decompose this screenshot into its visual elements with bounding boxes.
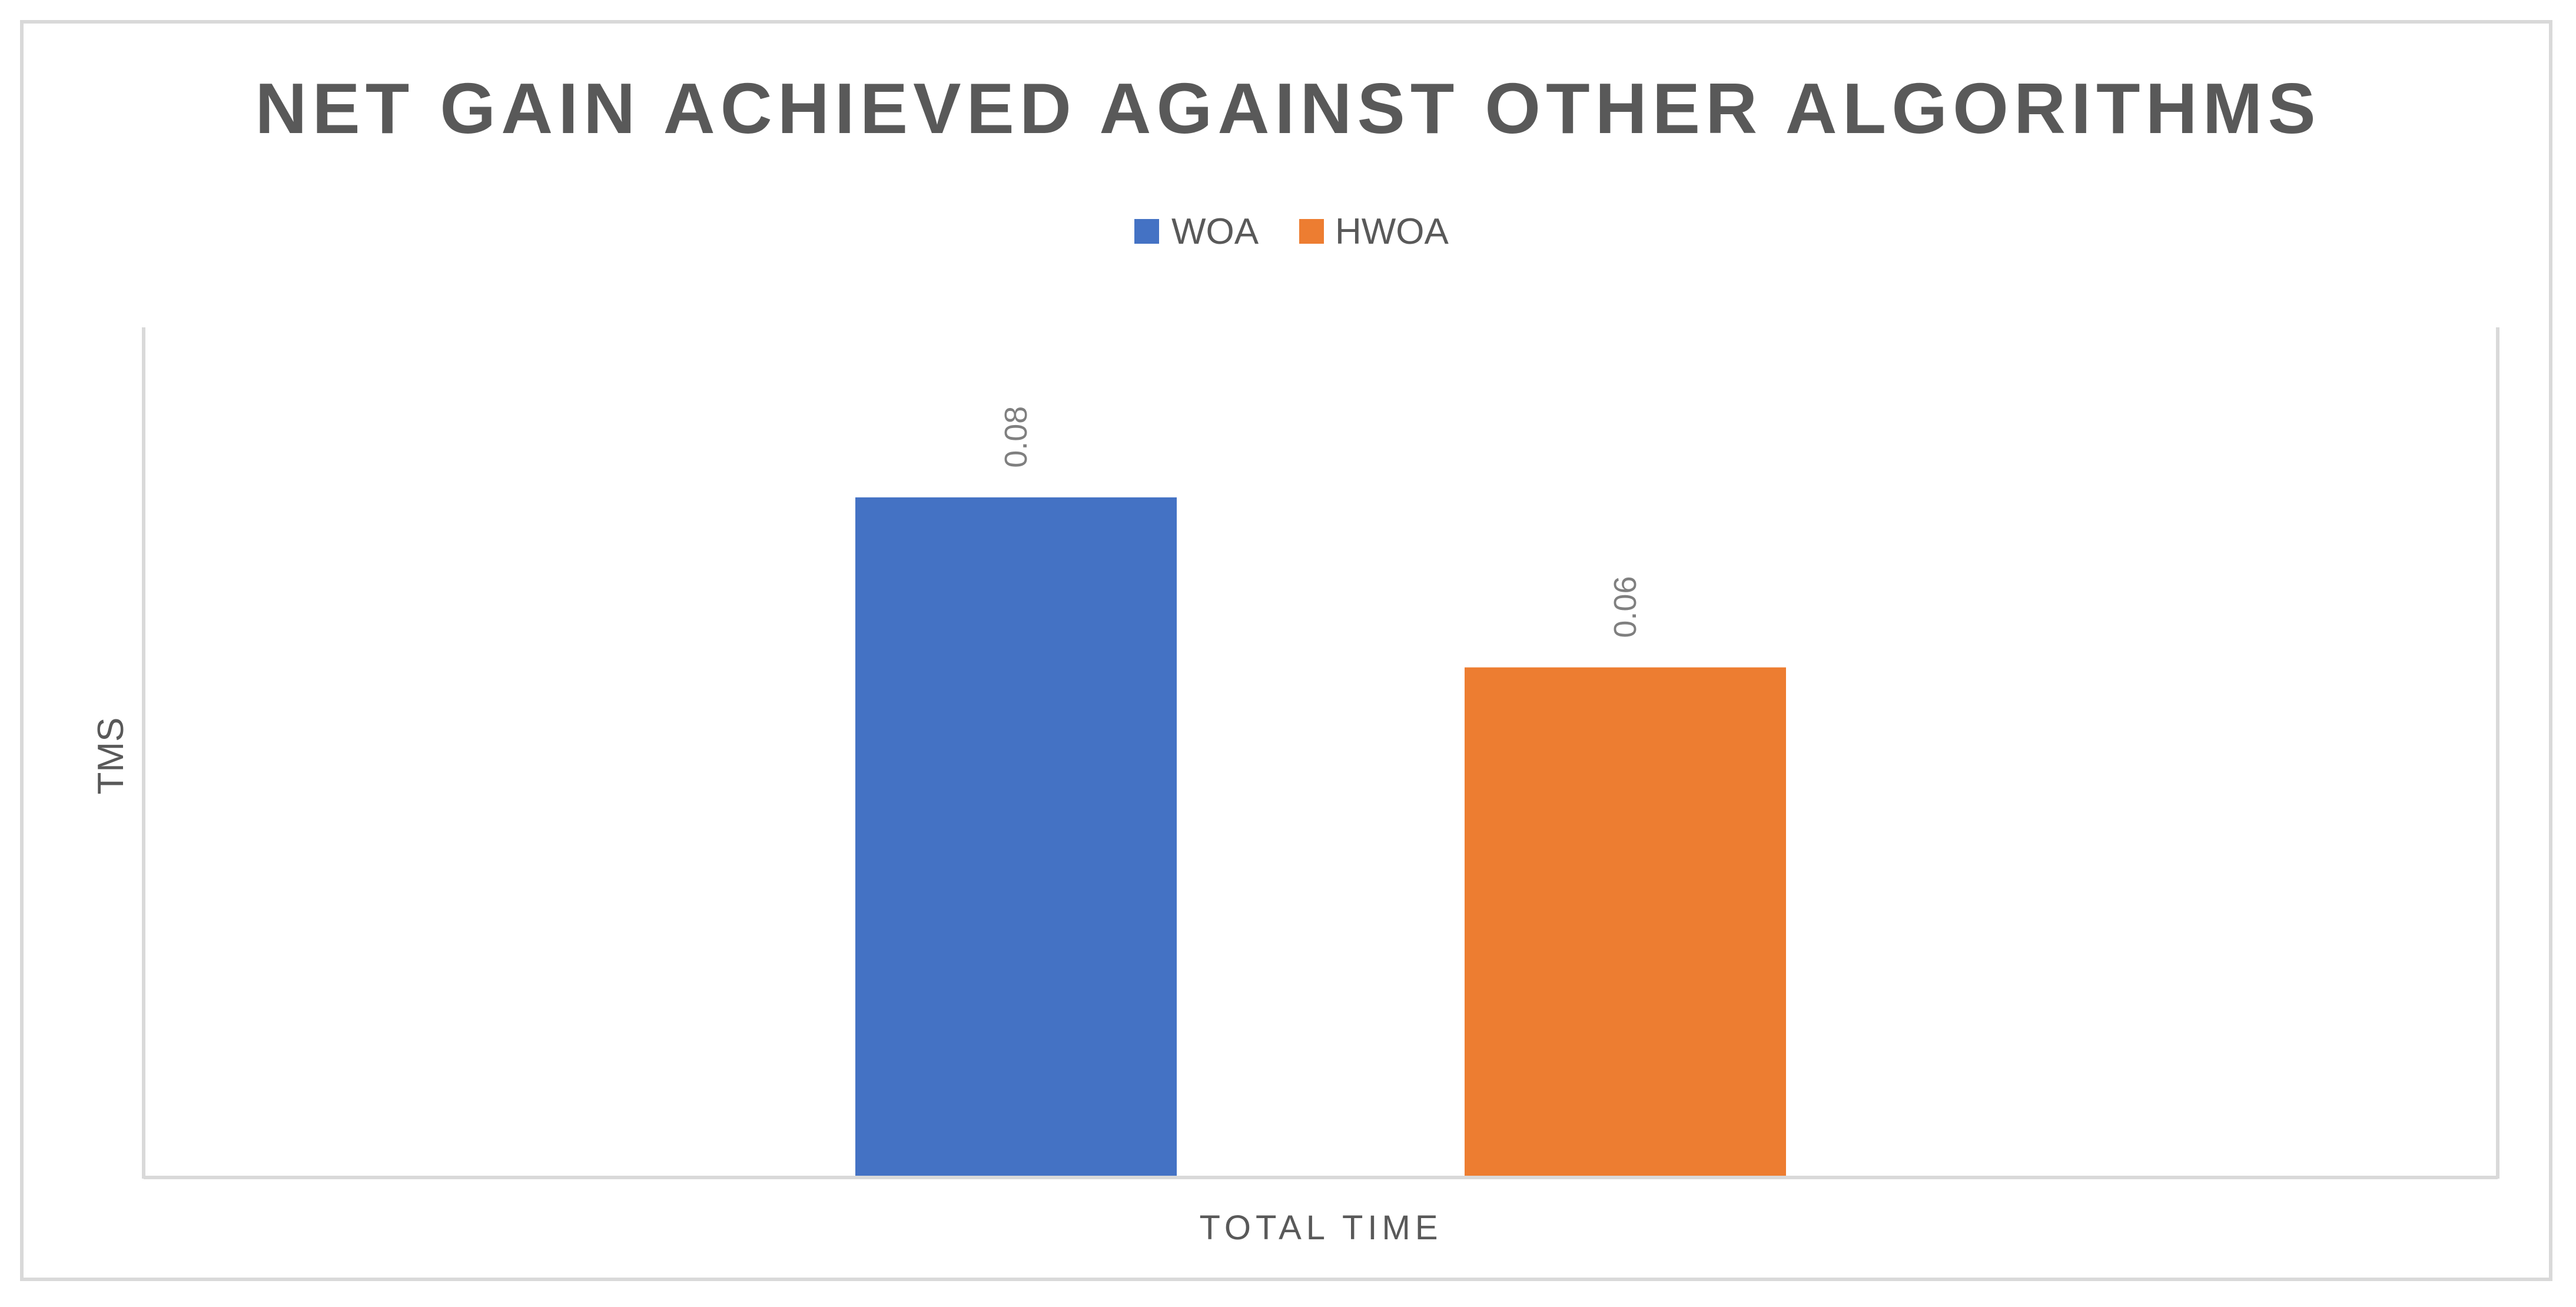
y-axis-label: TMS bbox=[91, 718, 131, 795]
legend: WOA HWOA bbox=[1134, 211, 1449, 252]
chart-frame bbox=[20, 20, 2552, 1281]
x-axis-category-label: TOTAL TIME bbox=[1199, 1209, 1442, 1247]
data-label-woa: 0.08 bbox=[998, 406, 1034, 468]
legend-swatch-woa bbox=[1134, 219, 1159, 244]
bar-hwoa bbox=[1465, 667, 1786, 1177]
data-label-hwoa: 0.06 bbox=[1608, 576, 1643, 638]
legend-label-hwoa: HWOA bbox=[1335, 211, 1449, 252]
bars-group bbox=[855, 497, 1786, 1177]
legend-label-woa: WOA bbox=[1171, 211, 1259, 252]
data-labels-group: 0.08 0.06 bbox=[998, 406, 1643, 638]
bar-woa bbox=[855, 497, 1177, 1177]
chart-title: NET GAIN ACHIEVED AGAINST OTHER ALGORITH… bbox=[255, 68, 2321, 148]
legend-swatch-hwoa bbox=[1299, 219, 1324, 244]
